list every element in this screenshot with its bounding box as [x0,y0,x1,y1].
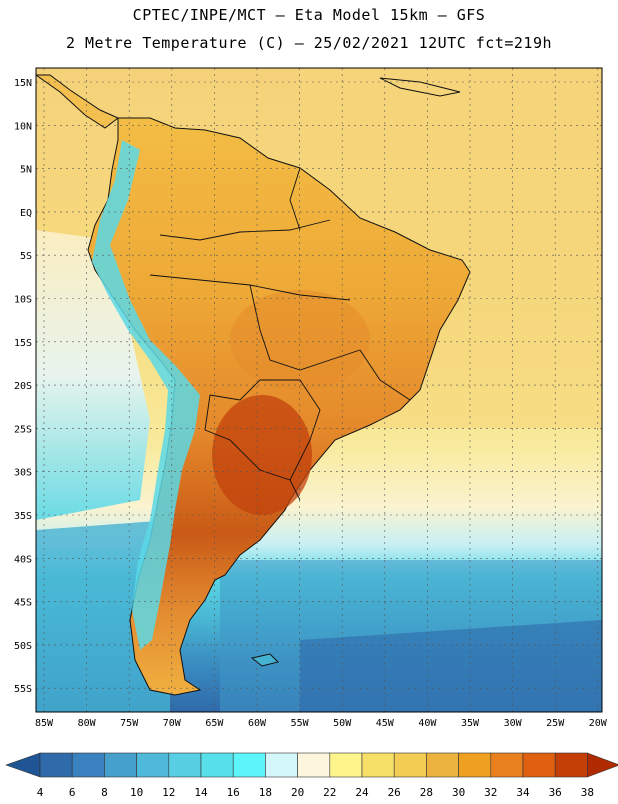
colorbar-label: 32 [484,786,497,799]
country-borders [149,167,411,501]
colorbar-label: 30 [452,786,465,799]
colorbar-label: 18 [259,786,272,799]
colorbar-label: 6 [69,786,76,799]
colorbar-swatch [136,752,170,778]
colorbar-labels: 4 6 8 10 12 14 16 18 20 22 24 26 28 30 32 34 36 38 [37,786,594,799]
colorbar-swatch [426,752,459,778]
colorbar-label: 4 [37,786,44,799]
colorbar-label: 34 [516,786,530,799]
lat-label: 10S [14,295,32,306]
colorbar-label: 16 [227,786,240,799]
lat-label: 5S [20,251,32,262]
central-america-land [36,74,119,129]
colorbar-swatch [554,752,588,778]
colorbar-label: 24 [355,786,369,799]
lon-label: 70W [163,718,182,729]
lon-label: 85W [35,718,54,729]
colorbar-swatch [458,752,492,778]
colorbar-swatch [490,752,524,778]
colorbar-swatch [232,752,266,778]
lon-label: 55W [291,718,310,729]
colorbar-label: 36 [549,786,562,799]
colorbar-label: 12 [162,786,175,799]
colorbar-label: 28 [420,786,433,799]
colorbar-swatch [393,752,427,778]
colorbar-swatch [200,752,234,778]
lat-label: 15N [14,78,32,89]
colorbar-label: 20 [291,786,304,799]
lon-label: 35W [461,718,480,729]
lat-label: 55S [14,684,32,695]
colorbar-swatch [39,752,73,778]
colorbar-swatch [361,752,395,778]
map-frame [35,67,603,713]
lon-label: 45W [376,718,395,729]
lat-label: 45S [14,598,32,609]
colorbar-swatch [168,752,202,778]
hot-core-region [212,395,312,515]
latitude-labels: 15N 10N 5N EQ 5S 10S 15S 20S 25S 30S 35S 40S 45S 50S 5… [14,78,32,695]
lon-label: 65W [205,718,224,729]
lon-label: 30W [504,718,523,729]
longitude-labels: 85W 80W 75W 70W 65W 60W 55W 50W 45W 40W 35W 30W 25W 2… [35,718,608,729]
lat-label: 5N [20,165,32,176]
andes-cold-strip [92,140,200,650]
colorbar [5,752,618,778]
colorbar-left-arrow [5,752,41,778]
lat-label: 30S [14,468,32,479]
lat-label: 25S [14,424,32,435]
lon-label: 40W [418,718,437,729]
lat-label: EQ [20,208,32,219]
colorbar-swatch [265,752,298,778]
lon-label: 25W [546,718,565,729]
lon-label: 80W [78,718,97,729]
lat-label: 20S [14,381,32,392]
colorbar-swatch [71,752,105,778]
colorbar-label: 14 [194,786,208,799]
colorbar-swatch [297,752,331,778]
colorbar-swatch [104,752,137,778]
colorbar-label: 38 [581,786,594,799]
chart-title-line2: 2 Metre Temperature (C) – 25/02/2021 12U… [65,34,553,52]
lat-label: 50S [14,641,32,652]
lon-label: 60W [248,718,267,729]
colorbar-label: 22 [323,786,336,799]
lon-label: 20W [589,718,608,729]
temperature-field [36,68,602,712]
colorbar-label: 8 [101,786,108,799]
lat-label: 10N [14,121,32,132]
lat-label: 15S [14,338,32,349]
lat-label: 35S [14,511,32,522]
colorbar-swatch [522,752,556,778]
lon-label: 50W [333,718,352,729]
colorbar-label: 26 [388,786,401,799]
chart-title-line1: CPTEC/INPE/MCT – Eta Model 15km – GFS [132,6,486,24]
colorbar-right-arrow [587,752,618,778]
graticule [36,68,602,712]
lon-label: 75W [120,718,139,729]
colorbar-swatch [329,752,363,778]
lat-label: 40S [14,554,32,565]
colorbar-label: 10 [130,786,143,799]
